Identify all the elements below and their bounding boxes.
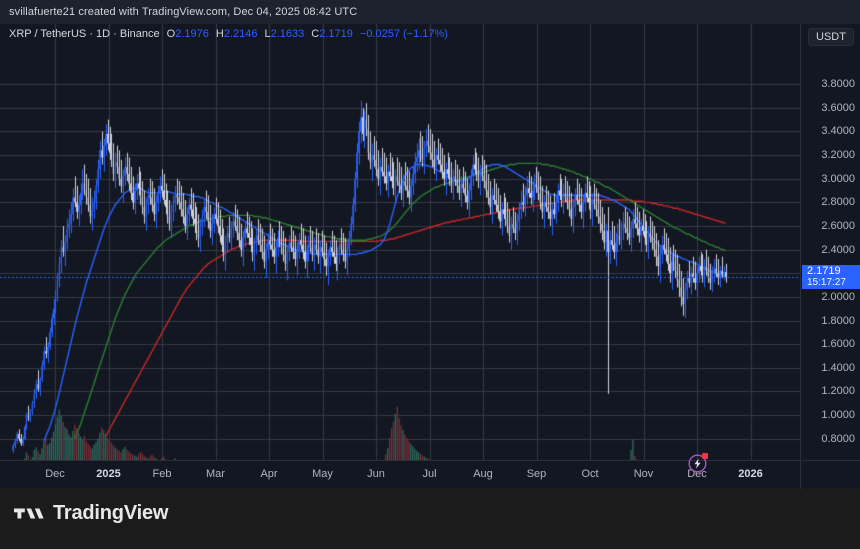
price-tick: 2.4000 bbox=[821, 243, 855, 256]
price-tick: 1.0000 bbox=[821, 409, 855, 422]
time-tick: Feb bbox=[152, 468, 172, 480]
legend-change: −0.0257 (−1.17%) bbox=[359, 28, 448, 40]
lightning-bolt-icon[interactable] bbox=[688, 454, 707, 473]
time-tick: Nov bbox=[633, 468, 654, 480]
legend-open-value: 2.1976 bbox=[175, 28, 209, 40]
chart-area[interactable]: XRP / TetherUS · 1D · Binance O2.1976 H2.2… bbox=[0, 24, 860, 473]
currency-unit-badge[interactable]: USDT bbox=[808, 28, 854, 46]
candlestick-canvas[interactable] bbox=[0, 24, 800, 460]
chart-legend[interactable]: XRP / TetherUS · 1D · Binance O2.1976 H2.2… bbox=[9, 27, 448, 41]
price-tick: 1.4000 bbox=[821, 361, 855, 374]
time-tick: 2025 bbox=[96, 468, 121, 480]
price-tick: 3.8000 bbox=[821, 78, 855, 91]
time-scale[interactable]: Dec 2025 Feb Mar Apr May Jun Jul Aug Sep Oct Nov Dec… bbox=[0, 460, 860, 489]
time-tick: May bbox=[312, 468, 333, 480]
current-price-time: 15:17:27 bbox=[807, 276, 846, 288]
current-price-badge[interactable]: 2.1719 15:17:27 bbox=[802, 264, 860, 289]
legend-close-value: 2.1719 bbox=[319, 28, 353, 40]
price-tick: 3.4000 bbox=[821, 125, 855, 138]
price-tick: 1.6000 bbox=[821, 338, 855, 351]
price-tick: 3.6000 bbox=[821, 101, 855, 114]
time-tick: Jun bbox=[367, 468, 385, 480]
time-scale-separator bbox=[800, 461, 801, 489]
time-tick: Aug bbox=[473, 468, 493, 480]
price-scale[interactable]: USDT 3.8000 3.6000 3.4000 3.2000 3.0000 2.800… bbox=[800, 24, 860, 460]
time-tick: Mar bbox=[206, 468, 225, 480]
legend-sep-1: · bbox=[89, 28, 93, 40]
time-tick: Oct bbox=[581, 468, 599, 480]
price-tick: 1.8000 bbox=[821, 314, 855, 327]
legend-interval[interactable]: 1D bbox=[96, 28, 111, 40]
time-tick: 2026 bbox=[738, 468, 763, 480]
legend-sep-2: · bbox=[113, 28, 117, 40]
legend-close-label: C bbox=[311, 28, 320, 40]
legend-high-value: 2.2146 bbox=[223, 28, 258, 40]
footer-bar: TradingView bbox=[0, 488, 860, 549]
price-tick: 1.2000 bbox=[821, 385, 855, 398]
tradingview-wordmark: TradingView bbox=[53, 502, 169, 524]
alert-notification-dot bbox=[702, 453, 708, 459]
price-tick: 3.2000 bbox=[821, 149, 855, 162]
price-tick: 0.8000 bbox=[821, 432, 855, 445]
current-price-value: 2.1719 bbox=[807, 264, 841, 277]
alert-bolt-button[interactable] bbox=[688, 453, 708, 473]
price-tick: 2.8000 bbox=[821, 196, 855, 209]
legend-symbol[interactable]: XRP / TetherUS bbox=[9, 28, 87, 40]
attribution-bar: svillafuerte21 created with TradingView.… bbox=[0, 0, 860, 24]
time-tick: Sep bbox=[526, 468, 547, 480]
price-tick: 3.0000 bbox=[821, 172, 855, 185]
price-tick: 2.6000 bbox=[821, 220, 855, 232]
legend-high-label: H bbox=[215, 28, 224, 40]
legend-low-label: L bbox=[264, 28, 271, 40]
time-tick: Jul bbox=[422, 468, 437, 480]
tradingview-brand[interactable]: TradingView bbox=[14, 502, 168, 525]
legend-open-label: O bbox=[166, 28, 176, 40]
legend-exchange[interactable]: Binance bbox=[119, 28, 160, 40]
price-tick: 2.0000 bbox=[821, 290, 855, 303]
time-tick: Dec bbox=[45, 468, 65, 480]
tradingview-logo-icon bbox=[14, 508, 44, 519]
legend-low-value: 2.1633 bbox=[270, 28, 305, 40]
time-tick: Apr bbox=[260, 468, 278, 480]
